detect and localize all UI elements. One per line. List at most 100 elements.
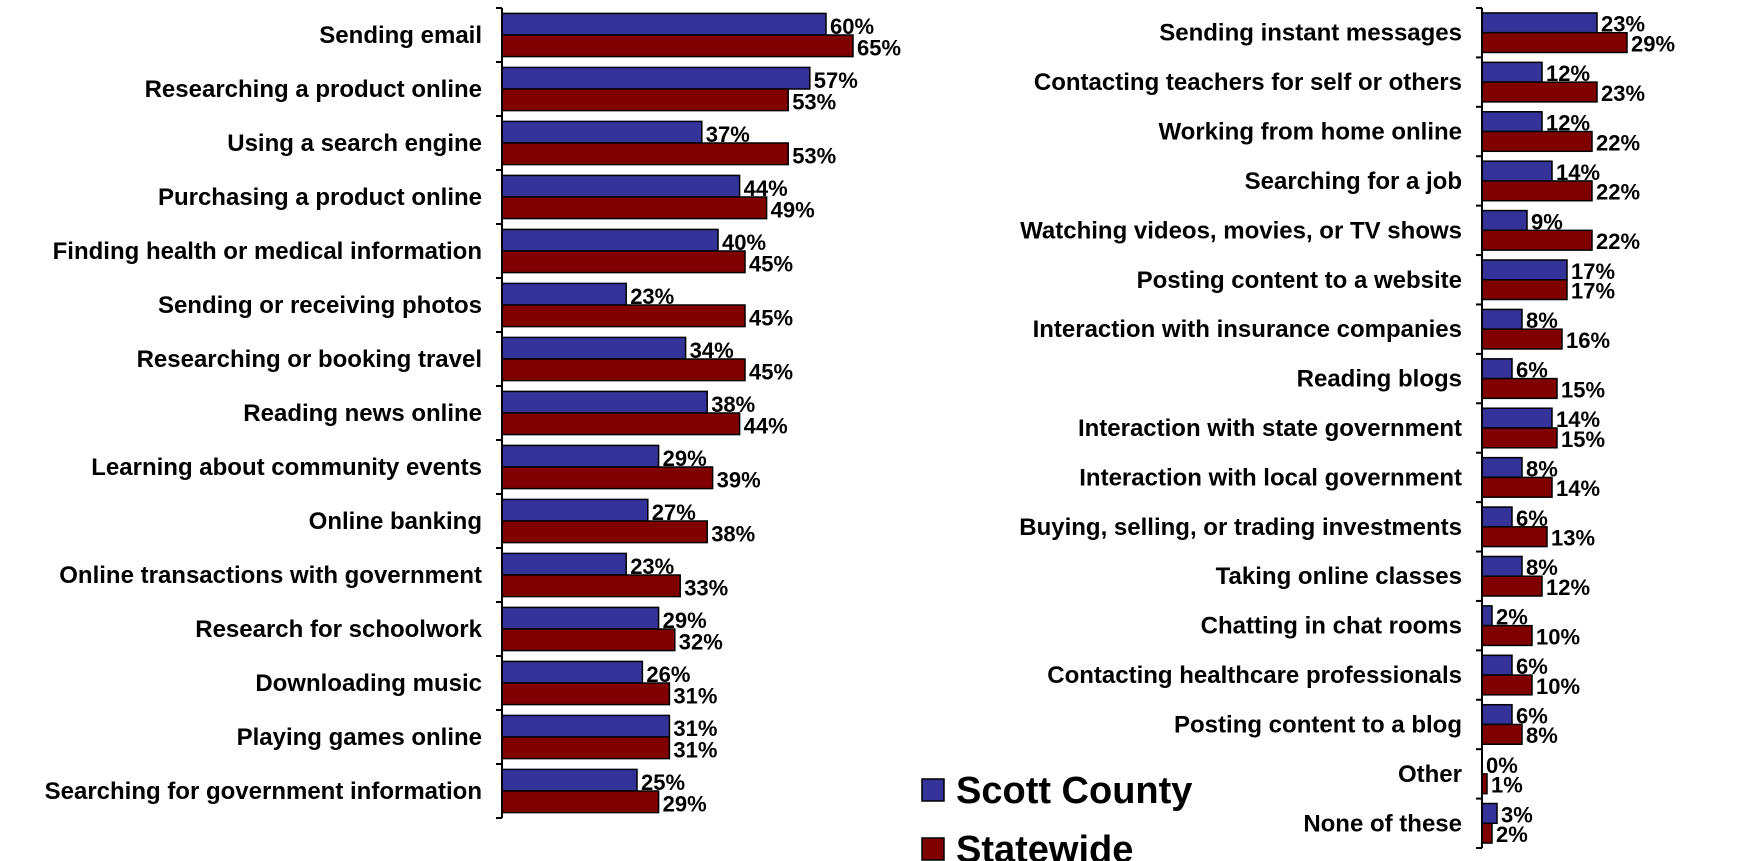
- category-label: Online banking: [309, 508, 482, 535]
- category-label: Playing games online: [237, 724, 482, 751]
- bar-statewide-researching-or-booking-travel: [501, 358, 746, 382]
- data-label-statewide: 22%: [1596, 180, 1640, 205]
- data-label-scott-county: 57%: [814, 68, 858, 93]
- data-label-scott-county: 0%: [1486, 753, 1518, 778]
- category-label: Other: [1398, 761, 1462, 788]
- bar-statewide-playing-games-online: [501, 736, 671, 760]
- data-label-statewide: 32%: [679, 630, 723, 655]
- data-label-statewide: 53%: [792, 144, 836, 169]
- data-label-statewide: 39%: [717, 468, 761, 493]
- bar-statewide-online-banking: [501, 520, 708, 544]
- bar-scott-county-searching-for-government-information: [501, 768, 638, 792]
- bar-statewide-researching-a-product-online: [501, 88, 789, 112]
- bar-statewide-working-from-home-online: [1481, 130, 1593, 153]
- bar-statewide-reading-news-online: [501, 412, 741, 436]
- data-label-scott-county: 31%: [673, 716, 717, 741]
- data-label-statewide: 22%: [1596, 130, 1640, 155]
- category-label: Searching for a job: [1245, 168, 1462, 195]
- data-label-statewide: 22%: [1596, 229, 1640, 254]
- bar-scott-county-posting-content-to-a-blog: [1481, 703, 1513, 726]
- bar-statewide-watching-videos-movies-or-tv-shows: [1481, 229, 1593, 251]
- category-label: Online transactions with government: [59, 562, 482, 589]
- category-label: Contacting teachers for self or others: [1034, 69, 1462, 96]
- category-label: None of these: [1303, 810, 1462, 837]
- category-label: Interaction with local government: [1079, 464, 1462, 491]
- category-label: Interaction with insurance companies: [1033, 316, 1462, 343]
- bar-scott-county-contacting-teachers-for-self-or-others: [1481, 61, 1543, 83]
- bar-scott-county-research-for-schoolwork: [501, 606, 660, 630]
- bar-statewide-purchasing-a-product-online: [501, 196, 768, 220]
- bar-statewide-none-of-these: [1481, 822, 1493, 844]
- bar-scott-county-finding-health-or-medical-information: [501, 228, 719, 252]
- data-label-statewide: 29%: [1631, 31, 1675, 56]
- bar-scott-county-researching-a-product-online: [501, 66, 811, 90]
- category-label: Interaction with state government: [1078, 415, 1462, 442]
- bar-scott-county-chatting-in-chat-rooms: [1481, 605, 1493, 627]
- category-label: Researching or booking travel: [137, 346, 482, 373]
- data-label-statewide: 10%: [1536, 624, 1580, 649]
- category-label: Finding health or medical information: [53, 238, 482, 265]
- data-label-scott-county: 3%: [1501, 802, 1533, 827]
- bar-statewide-searching-for-a-job: [1481, 180, 1593, 202]
- legend-swatch-statewide: [921, 837, 945, 861]
- data-label-statewide: 45%: [749, 252, 793, 277]
- legend: Scott County Statewide: [921, 770, 1192, 861]
- category-label: Purchasing a product online: [158, 184, 482, 211]
- bar-statewide-interaction-with-state-government: [1481, 427, 1558, 449]
- category-label: Buying, selling, or trading investments: [1019, 514, 1462, 541]
- data-label-scott-county: 14%: [1556, 407, 1600, 432]
- bar-statewide-reading-blogs: [1481, 377, 1558, 400]
- bar-statewide-contacting-healthcare-professionals: [1481, 674, 1533, 696]
- category-label: Taking online classes: [1216, 563, 1462, 590]
- category-label: Learning about community events: [91, 454, 482, 481]
- category-label: Chatting in chat rooms: [1201, 613, 1462, 640]
- bar-scott-county-learning-about-community-events: [501, 444, 660, 468]
- bar-scott-county-interaction-with-local-government: [1481, 456, 1523, 479]
- bar-statewide-searching-for-government-information: [501, 790, 660, 814]
- bar-statewide-interaction-with-local-government: [1481, 476, 1553, 498]
- bar-statewide-finding-health-or-medical-information: [501, 250, 746, 274]
- bar-scott-county-online-banking: [501, 498, 649, 522]
- bar-scott-county-watching-videos-movies-or-tv-shows: [1481, 209, 1528, 232]
- bar-statewide-learning-about-community-events: [501, 466, 714, 490]
- bar-scott-county-online-transactions-with-government: [501, 552, 627, 576]
- data-label-statewide: 13%: [1551, 526, 1595, 551]
- legend-label-statewide: Statewide: [956, 829, 1133, 861]
- bar-statewide-sending-email: [501, 34, 854, 58]
- data-label-statewide: 1%: [1491, 773, 1523, 798]
- data-label-scott-county: 17%: [1571, 259, 1615, 284]
- bar-scott-county-interaction-with-state-government: [1481, 407, 1553, 429]
- data-label-statewide: 44%: [744, 414, 788, 439]
- category-label: Sending email: [319, 22, 482, 49]
- data-label-statewide: 45%: [749, 360, 793, 385]
- bar-scott-county-purchasing-a-product-online: [501, 174, 741, 198]
- data-label-statewide: 12%: [1546, 575, 1590, 600]
- bar-scott-county-posting-content-to-a-website: [1481, 259, 1568, 281]
- bar-scott-county-reading-news-online: [501, 390, 708, 414]
- bar-statewide-chatting-in-chat-rooms: [1481, 624, 1533, 647]
- category-label: Researching a product online: [145, 76, 482, 103]
- category-label: Working from home online: [1158, 119, 1462, 146]
- data-label-statewide: 16%: [1566, 328, 1610, 353]
- data-label-statewide: 31%: [673, 684, 717, 709]
- bar-statewide-downloading-music: [501, 682, 671, 706]
- data-label-statewide: 33%: [684, 576, 728, 601]
- category-label: Reading news online: [243, 400, 482, 427]
- bar-scott-county-searching-for-a-job: [1481, 160, 1553, 182]
- bar-scott-county-sending-instant-messages: [1481, 12, 1598, 34]
- bar-statewide-contacting-teachers-for-self-or-others: [1481, 81, 1598, 103]
- bar-statewide-posting-content-to-a-blog: [1481, 723, 1523, 745]
- bar-statewide-interaction-with-insurance-companies: [1481, 328, 1563, 350]
- bar-statewide-online-transactions-with-government: [501, 574, 681, 598]
- bar-statewide-sending-or-receiving-photos: [501, 304, 746, 328]
- bar-scott-county-working-from-home-online: [1481, 111, 1543, 133]
- bar-statewide-taking-online-classes: [1481, 575, 1543, 597]
- left-bar-chart: Sending email 60%65%Researching a product…: [45, 7, 901, 819]
- category-label: Using a search engine: [227, 130, 482, 157]
- data-label-statewide: 31%: [673, 738, 717, 763]
- bar-statewide-research-for-schoolwork: [501, 628, 676, 652]
- category-label: Sending or receiving photos: [158, 292, 482, 319]
- category-label: Watching videos, movies, or TV shows: [1020, 217, 1462, 244]
- bar-statewide-posting-content-to-a-website: [1481, 279, 1568, 301]
- data-label-statewide: 8%: [1526, 723, 1558, 748]
